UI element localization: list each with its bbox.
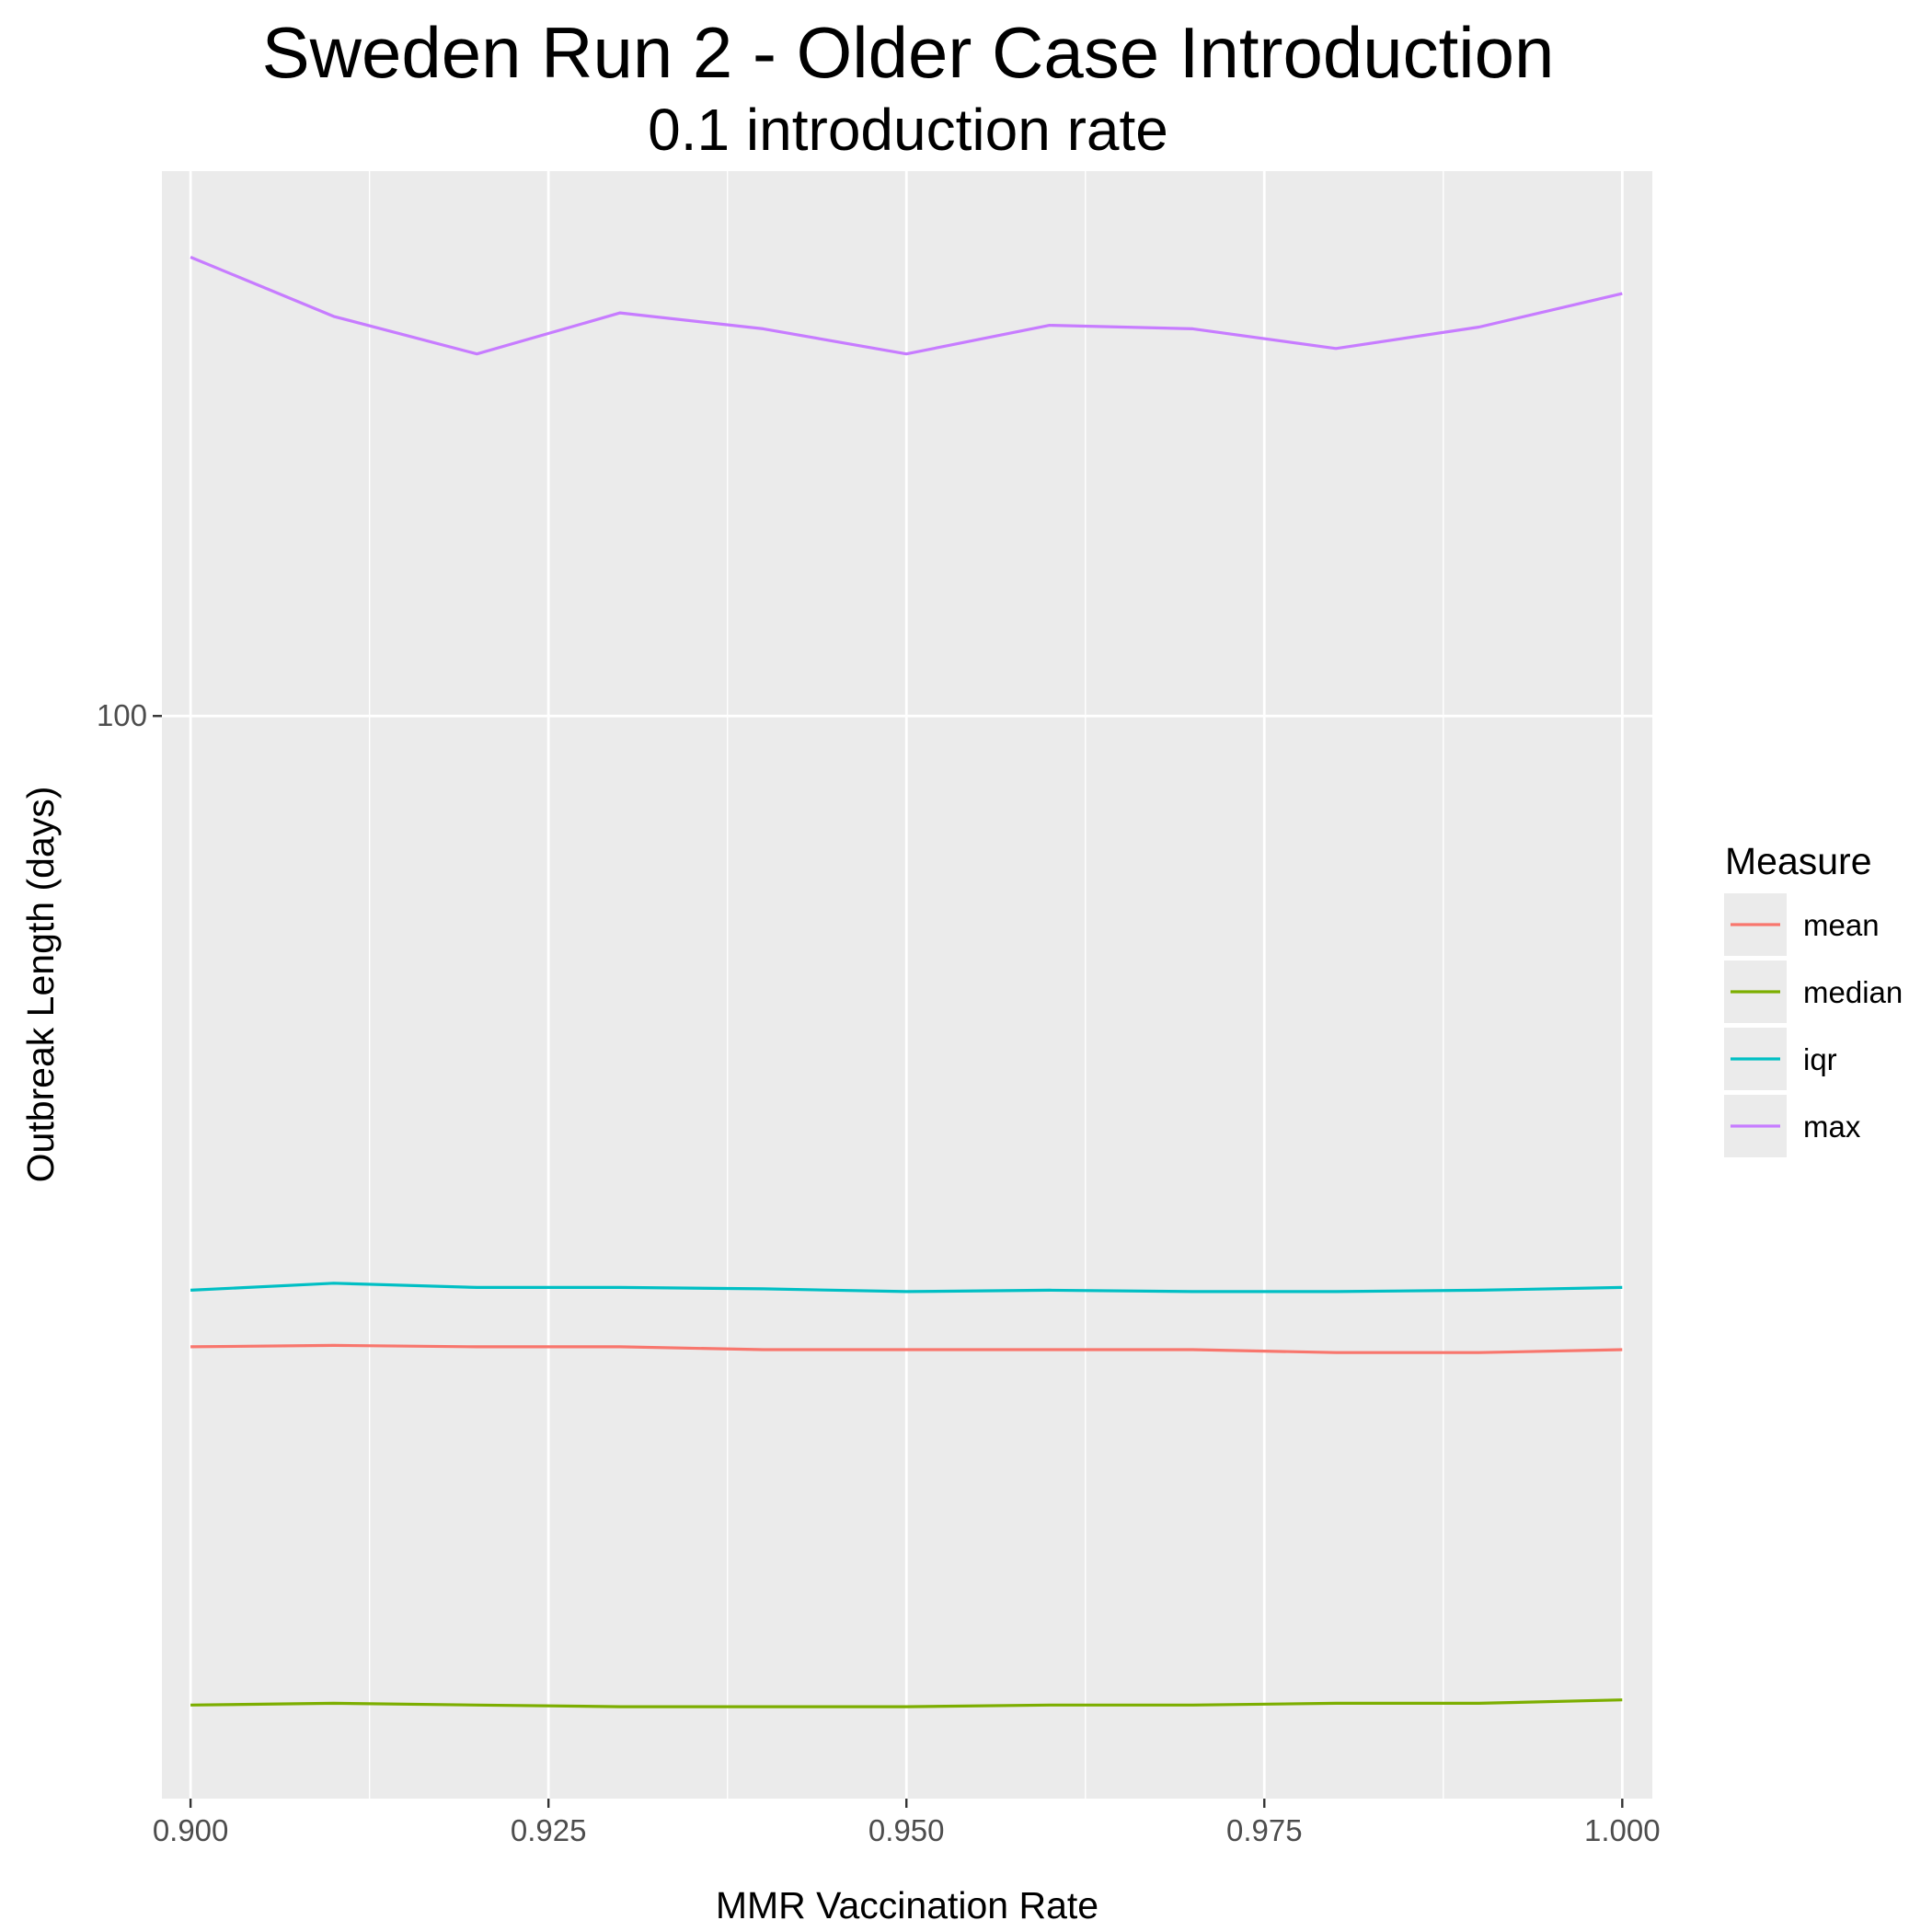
grid-minor — [368, 171, 1444, 1799]
x-tick-labels: 0.900 0.925 0.950 0.975 1.000 — [153, 1813, 1661, 1847]
series-line-median — [190, 1698, 1623, 1708]
y-axis-title: Outbreak Length (days) — [19, 787, 62, 1183]
legend-label-iqr: iqr — [1803, 1042, 1837, 1076]
series-lines — [190, 256, 1623, 1708]
legend-label-median: median — [1803, 975, 1903, 1009]
x-tick-label: 0.925 — [511, 1813, 587, 1847]
y-tick-label: 100 — [97, 698, 147, 732]
series-line-iqr — [190, 1282, 1623, 1294]
chart-title: Sweden Run 2 - Older Case Introduction — [262, 12, 1555, 93]
axis-ticks — [153, 715, 1624, 1808]
legend: Measure mean median iqr max — [1724, 840, 1903, 1157]
series-line-mean — [190, 1343, 1623, 1354]
legend-title: Measure — [1725, 840, 1872, 882]
legend-items: mean median iqr max — [1724, 893, 1903, 1157]
grid-major — [162, 171, 1652, 1799]
x-tick-label: 0.975 — [1226, 1813, 1303, 1847]
x-tick-label: 0.950 — [868, 1813, 945, 1847]
x-axis-title: MMR Vaccination Rate — [716, 1884, 1098, 1926]
y-tick-labels: 100 — [97, 698, 147, 732]
x-tick-label: 0.900 — [153, 1813, 229, 1847]
legend-label-mean: mean — [1803, 908, 1880, 942]
chart-subtitle: 0.1 introduction rate — [648, 97, 1168, 163]
legend-label-max: max — [1803, 1110, 1861, 1144]
series-line-max — [190, 256, 1623, 356]
x-tick-label: 1.000 — [1584, 1813, 1661, 1847]
